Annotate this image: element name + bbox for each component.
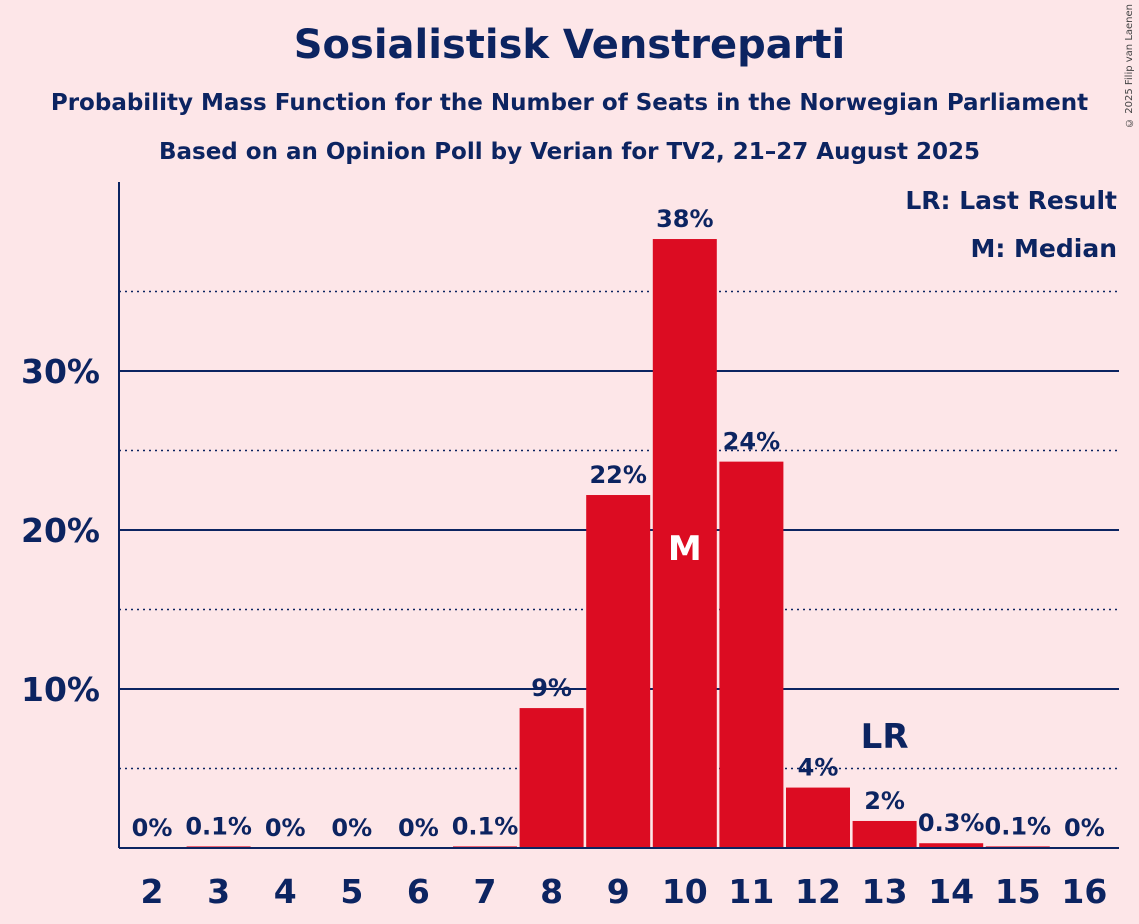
bar-value-label: 4%	[798, 754, 839, 782]
x-tick-label: 3	[207, 872, 230, 911]
legend-last-result: LR: Last Result	[905, 186, 1117, 215]
x-tick-label: 13	[862, 872, 908, 911]
bar	[786, 787, 850, 848]
x-tick-label: 2	[141, 872, 164, 911]
median-marker: M	[668, 529, 702, 569]
y-tick-label: 10%	[21, 670, 100, 709]
x-tick-label: 10	[662, 872, 708, 911]
bar	[719, 461, 784, 848]
chart-title: Sosialistisk Venstreparti	[293, 22, 846, 68]
y-tick-label: 20%	[21, 511, 100, 550]
x-tick-label: 8	[540, 872, 563, 911]
bar-value-label: 0.3%	[918, 809, 985, 837]
x-tick-label: 7	[474, 872, 497, 911]
bar	[919, 843, 984, 848]
last-result-marker: LR	[861, 717, 909, 757]
bar	[519, 708, 584, 848]
x-tick-label: 12	[795, 872, 841, 911]
x-tick-label: 15	[995, 872, 1041, 911]
chart-subtitle: Probability Mass Function for the Number…	[50, 90, 1089, 116]
x-tick-label: 16	[1061, 872, 1107, 911]
bar-value-label: 2%	[864, 787, 905, 815]
x-tick-label: 11	[728, 872, 774, 911]
bar-value-label: 38%	[656, 205, 713, 233]
bar	[852, 820, 917, 848]
bar-value-label: 22%	[589, 461, 646, 489]
x-tick-label: 14	[928, 872, 974, 911]
bar-value-label: 0%	[1064, 814, 1105, 842]
chart-subtitle-source: Based on an Opinion Poll by Verian for T…	[158, 139, 981, 165]
legend-median: M: Median	[970, 234, 1117, 263]
bar-value-label: 0.1%	[985, 812, 1052, 840]
y-tick-label: 30%	[21, 352, 100, 391]
x-tick-label: 4	[274, 872, 297, 911]
bar	[652, 239, 717, 848]
bar-value-label: 0.1%	[452, 812, 519, 840]
x-tick-label: 5	[340, 872, 363, 911]
bar-value-label: 0%	[398, 814, 439, 842]
bar-value-label: 0%	[331, 814, 372, 842]
x-tick-label: 6	[407, 872, 430, 911]
bar-value-label: 9%	[531, 674, 572, 702]
bar-value-label: 0%	[132, 814, 173, 842]
bar	[586, 495, 651, 848]
bar-value-label: 0%	[265, 814, 306, 842]
bar-value-label: 24%	[723, 428, 780, 456]
x-tick-label: 9	[607, 872, 630, 911]
bar-value-label: 0.1%	[185, 812, 252, 840]
